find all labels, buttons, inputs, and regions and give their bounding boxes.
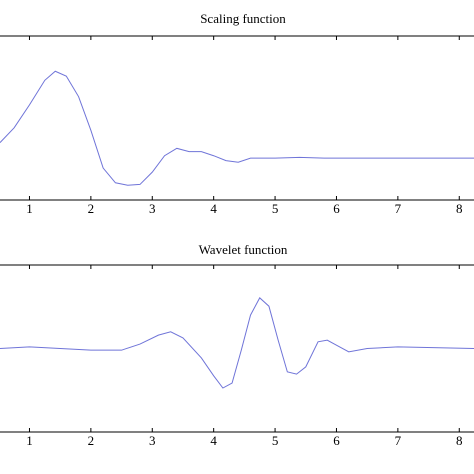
chart-title: Wavelet function	[199, 242, 288, 257]
x-tick-label: 8	[456, 433, 463, 448]
plot-frame	[0, 35, 474, 201]
x-tick-label: 8	[456, 201, 463, 216]
x-tick-label: 6	[333, 201, 340, 216]
x-tick-label: 5	[272, 201, 279, 216]
chart-title: Scaling function	[200, 11, 286, 26]
x-tick-label: 6	[333, 433, 340, 448]
line	[0, 297, 474, 389]
x-tick-label: 4	[210, 433, 217, 448]
line	[0, 70, 474, 186]
x-tick-label: 1	[26, 201, 33, 216]
x-tick-label: 7	[395, 433, 402, 448]
x-tick-label: 2	[88, 433, 95, 448]
x-tick-label: 7	[395, 201, 402, 216]
x-tick-label: 4	[210, 201, 217, 216]
x-tick-label: 3	[149, 433, 156, 448]
x-tick-label: 2	[88, 201, 95, 216]
plot-frame	[0, 264, 474, 433]
x-tick-label: 3	[149, 201, 156, 216]
x-tick-label: 5	[272, 433, 279, 448]
x-tick-label: 1	[26, 433, 33, 448]
